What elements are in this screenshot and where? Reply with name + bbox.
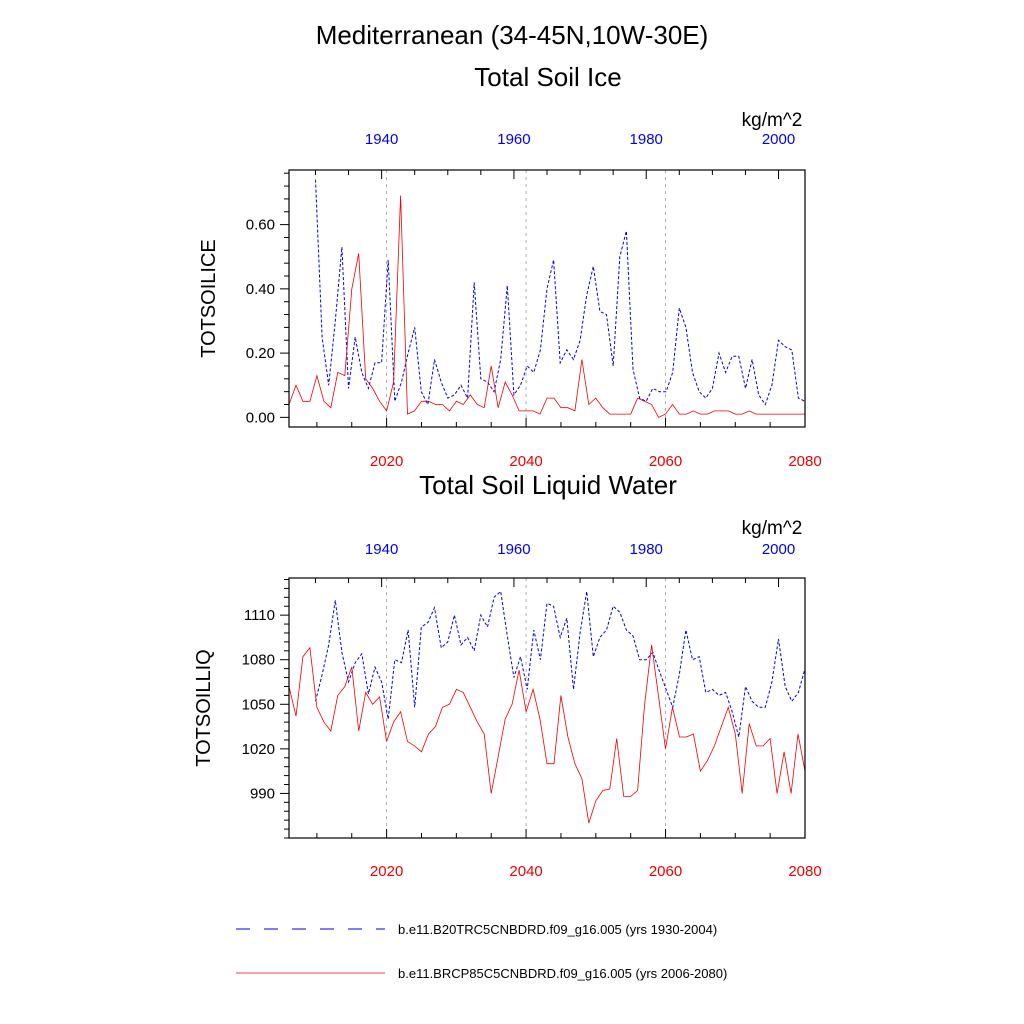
x-tick-label-bottom: 2040 xyxy=(509,453,542,470)
x-tick-label-top: 1980 xyxy=(630,131,663,148)
x-tick-label-top: 2000 xyxy=(762,131,795,148)
x-tick-label-top: 2000 xyxy=(762,541,795,558)
panel-title: Total Soil Ice xyxy=(474,62,621,92)
series-line-future xyxy=(289,644,805,824)
x-tick-label-bottom: 2040 xyxy=(509,863,542,880)
y-tick-label: 0.60 xyxy=(246,217,275,234)
x-tick-label-bottom: 2060 xyxy=(649,453,682,470)
y-axis-label: TOTSOILICE xyxy=(198,239,220,358)
units-label: kg/m^2 xyxy=(742,110,803,131)
x-tick-label-bottom: 2020 xyxy=(370,453,403,470)
x-tick-label-bottom: 2080 xyxy=(788,863,821,880)
y-tick-label: 1080 xyxy=(242,652,275,669)
series-line-future xyxy=(289,195,805,418)
y-tick-label: 1110 xyxy=(244,607,275,624)
legend-label-future: b.e11.BRCP85C5CNBDRD.f09_g16.005 (yrs 20… xyxy=(398,966,727,981)
x-tick-label-bottom: 2060 xyxy=(649,863,682,880)
y-tick-label: 0.40 xyxy=(246,281,275,298)
legend-label-historical: b.e11.B20TRC5CNBDRD.f09_g16.005 (yrs 193… xyxy=(398,922,717,937)
y-axis-label: TOTSOILLIQ xyxy=(193,649,215,766)
series-line-historical xyxy=(315,590,805,738)
plot-frame xyxy=(288,577,806,839)
panel-soil-liquid-water: Total Soil Liquid Water kg/m^2 TOTSOILLIQ 2… xyxy=(193,470,822,880)
x-tick-label-top: 1960 xyxy=(497,541,530,558)
y-tick-label: 1050 xyxy=(242,696,275,713)
x-tick-label-bottom: 2020 xyxy=(370,863,403,880)
x-tick-label-top: 1980 xyxy=(630,541,663,558)
y-tick-label: 990 xyxy=(250,785,275,802)
series-line-historical xyxy=(315,179,805,407)
panel-title: Total Soil Liquid Water xyxy=(419,470,677,500)
units-label: kg/m^2 xyxy=(742,518,803,539)
x-tick-label-top: 1940 xyxy=(365,541,398,558)
x-tick-label-bottom: 2080 xyxy=(788,453,821,470)
figure-title: Mediterranean (34-45N,10W-30E) xyxy=(316,20,709,50)
plot-frame xyxy=(288,169,806,428)
y-tick-label: 0.20 xyxy=(246,345,275,362)
legend: b.e11.B20TRC5CNBDRD.f09_g16.005 (yrs 193… xyxy=(236,922,727,981)
x-tick-label-top: 1940 xyxy=(365,131,398,148)
panel-soil-ice: Total Soil Ice kg/m^2 TOTSOILICE 2020 2040 20… xyxy=(198,62,822,470)
y-tick-label: 1020 xyxy=(242,741,275,758)
x-tick-label-top: 1960 xyxy=(497,131,530,148)
y-tick-label: 0.00 xyxy=(246,409,275,426)
